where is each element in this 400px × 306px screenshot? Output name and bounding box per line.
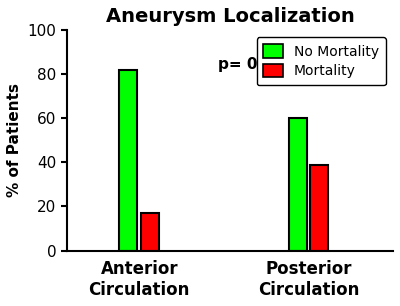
Title: Aneurysm Localization: Aneurysm Localization: [106, 7, 354, 26]
Bar: [310, 165, 328, 251]
Legend: No Mortality, Mortality: No Mortality, Mortality: [256, 37, 386, 85]
Y-axis label: % of Patients: % of Patients: [7, 84, 22, 197]
Text: p= 0.019: p= 0.019: [218, 57, 295, 72]
Bar: [288, 118, 307, 251]
Bar: [141, 213, 159, 251]
Bar: [119, 70, 138, 251]
